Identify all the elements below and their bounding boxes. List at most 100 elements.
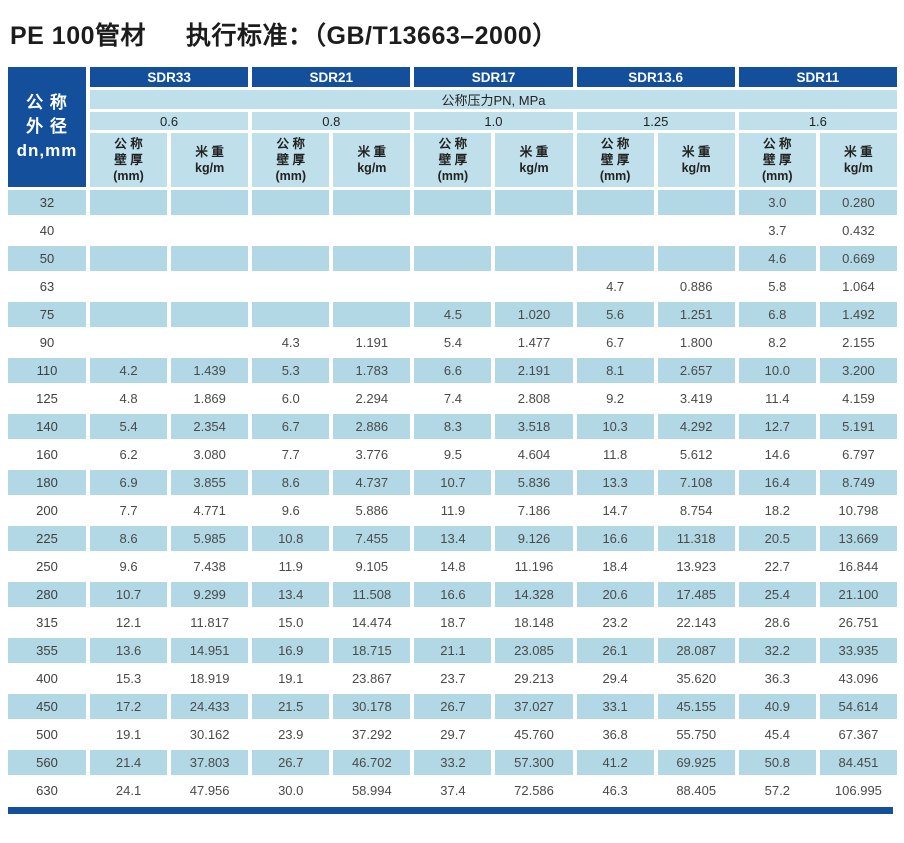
- wall-thickness-cell: 16.6: [414, 582, 492, 607]
- table-row: 500 19.1 30.162 23.9 37.292 29.7 45.760 36.8 55.…: [8, 722, 897, 747]
- dn-cell: 355: [8, 638, 86, 663]
- product-name: PE 100管材: [10, 22, 147, 50]
- sdr21-header: SDR21: [252, 67, 411, 87]
- meter-weight-cell: 47.956: [171, 778, 249, 803]
- wall-thickness-cell: 4.8: [90, 386, 168, 411]
- meter-weight-cell: 17.485: [657, 582, 735, 607]
- wall-thickness-cell: [252, 218, 330, 243]
- table-row: 160 6.2 3.080 7.7 3.776 9.5 4.604 11.8 5.612 14.6…: [8, 442, 897, 467]
- wall-thickness-cell: 16.9: [252, 638, 330, 663]
- meter-weight-cell: 11.508: [333, 582, 411, 607]
- wall-thickness-cell: 28.6: [738, 610, 816, 635]
- meter-weight-cell: 21.100: [819, 582, 897, 607]
- meter-weight-cell: 0.432: [819, 218, 897, 243]
- meter-weight-cell: [657, 190, 735, 215]
- meter-weight-cell: 69.925: [657, 750, 735, 775]
- wall-thickness-cell: 19.1: [252, 666, 330, 691]
- pressure-value: 1.6: [738, 112, 897, 130]
- meter-weight-cell: 3.518: [495, 414, 573, 439]
- wall-thickness-cell: 4.2: [90, 358, 168, 383]
- meter-weight-cell: 1.064: [819, 274, 897, 299]
- dn-cell: 50: [8, 246, 86, 271]
- wall-thickness-cell: 23.9: [252, 722, 330, 747]
- sdr17-header: SDR17: [414, 67, 573, 87]
- meter-weight-cell: 1.439: [171, 358, 249, 383]
- wall-thickness-cell: 50.8: [738, 750, 816, 775]
- dn-cell: 225: [8, 526, 86, 551]
- bottom-rule: [8, 807, 893, 814]
- wall-thickness-cell: 26.7: [414, 694, 492, 719]
- wall-thickness-cell: 13.6: [90, 638, 168, 663]
- dn-cell: 250: [8, 554, 86, 579]
- wall-thickness-cell: 22.7: [738, 554, 816, 579]
- dn-cell: 110: [8, 358, 86, 383]
- meter-weight-cell: [333, 246, 411, 271]
- meter-weight-cell: 6.797: [819, 442, 897, 467]
- wall-thickness-cell: 10.7: [90, 582, 168, 607]
- wall-thickness-cell: 13.4: [252, 582, 330, 607]
- meter-weight-cell: 11.817: [171, 610, 249, 635]
- meter-weight-cell: 2.294: [333, 386, 411, 411]
- wall-thickness-cell: 6.9: [90, 470, 168, 495]
- pressure-value: 0.8: [252, 112, 411, 130]
- wall-thickness-cell: 6.2: [90, 442, 168, 467]
- weight-header: 米 重 kg/m: [171, 133, 249, 187]
- meter-weight-cell: 55.750: [657, 722, 735, 747]
- wall-thickness-cell: 7.7: [252, 442, 330, 467]
- wall-thickness-cell: 45.4: [738, 722, 816, 747]
- wall-thickness-cell: 4.3: [252, 330, 330, 355]
- meter-weight-cell: 57.300: [495, 750, 573, 775]
- meter-weight-cell: 4.604: [495, 442, 573, 467]
- dn-cell: 630: [8, 778, 86, 803]
- meter-weight-cell: 10.798: [819, 498, 897, 523]
- wall-thickness-cell: 10.3: [576, 414, 654, 439]
- wall-thickness-cell: 24.1: [90, 778, 168, 803]
- meter-weight-cell: 5.612: [657, 442, 735, 467]
- wall-thickness-cell: 6.6: [414, 358, 492, 383]
- pipe-spec-table: 公 称 外 径 dn,mm SDR33 SDR21 SDR17 SDR13.6 …: [4, 64, 901, 806]
- wall-thickness-cell: 14.8: [414, 554, 492, 579]
- wall-thickness-cell: 5.4: [90, 414, 168, 439]
- dn-cell: 32: [8, 190, 86, 215]
- table-row: 75 4.5 1.020 5.6 1.251 6.8 1.492: [8, 302, 897, 327]
- wall-thickness-cell: 6.7: [576, 330, 654, 355]
- meter-weight-cell: [657, 218, 735, 243]
- wall-thickness-cell: 33.1: [576, 694, 654, 719]
- pressure-values-row: 0.6 0.8 1.0 1.25 1.6: [8, 112, 897, 130]
- dn-cell: 315: [8, 610, 86, 635]
- wall-thickness-cell: 26.1: [576, 638, 654, 663]
- wall-thickness-cell: 11.9: [252, 554, 330, 579]
- meter-weight-cell: 72.586: [495, 778, 573, 803]
- meter-weight-cell: 2.886: [333, 414, 411, 439]
- wall-thickness-cell: 16.6: [576, 526, 654, 551]
- wall-thickness-cell: [576, 246, 654, 271]
- meter-weight-cell: 1.869: [171, 386, 249, 411]
- table-row: 250 9.6 7.438 11.9 9.105 14.8 11.196 18.4 13.923…: [8, 554, 897, 579]
- meter-weight-cell: 4.771: [171, 498, 249, 523]
- wall-thickness-cell: 3.0: [738, 190, 816, 215]
- table-row: 560 21.4 37.803 26.7 46.702 33.2 57.300 41.2 69.…: [8, 750, 897, 775]
- wall-thickness-cell: [90, 330, 168, 355]
- wall-thickness-cell: [90, 190, 168, 215]
- table-row: 32 3.0 0.280: [8, 190, 897, 215]
- meter-weight-cell: 2.808: [495, 386, 573, 411]
- meter-weight-cell: 9.105: [333, 554, 411, 579]
- wall-thickness-cell: 21.5: [252, 694, 330, 719]
- meter-weight-cell: 54.614: [819, 694, 897, 719]
- wall-thickness-cell: [90, 218, 168, 243]
- meter-weight-cell: 22.143: [657, 610, 735, 635]
- wall-thickness-cell: 5.4: [414, 330, 492, 355]
- meter-weight-cell: 0.669: [819, 246, 897, 271]
- meter-weight-cell: [495, 190, 573, 215]
- wall-thickness-cell: 57.2: [738, 778, 816, 803]
- meter-weight-cell: [171, 330, 249, 355]
- wall-thickness-cell: 29.4: [576, 666, 654, 691]
- meter-weight-cell: 4.292: [657, 414, 735, 439]
- thickness-header: 公 称 壁 厚 (mm): [90, 133, 168, 187]
- meter-weight-cell: [333, 302, 411, 327]
- meter-weight-cell: 1.020: [495, 302, 573, 327]
- wall-thickness-cell: 4.6: [738, 246, 816, 271]
- dn-cell: 450: [8, 694, 86, 719]
- table-row: 400 15.3 18.919 19.1 23.867 23.7 29.213 29.4 35.…: [8, 666, 897, 691]
- meter-weight-cell: 0.886: [657, 274, 735, 299]
